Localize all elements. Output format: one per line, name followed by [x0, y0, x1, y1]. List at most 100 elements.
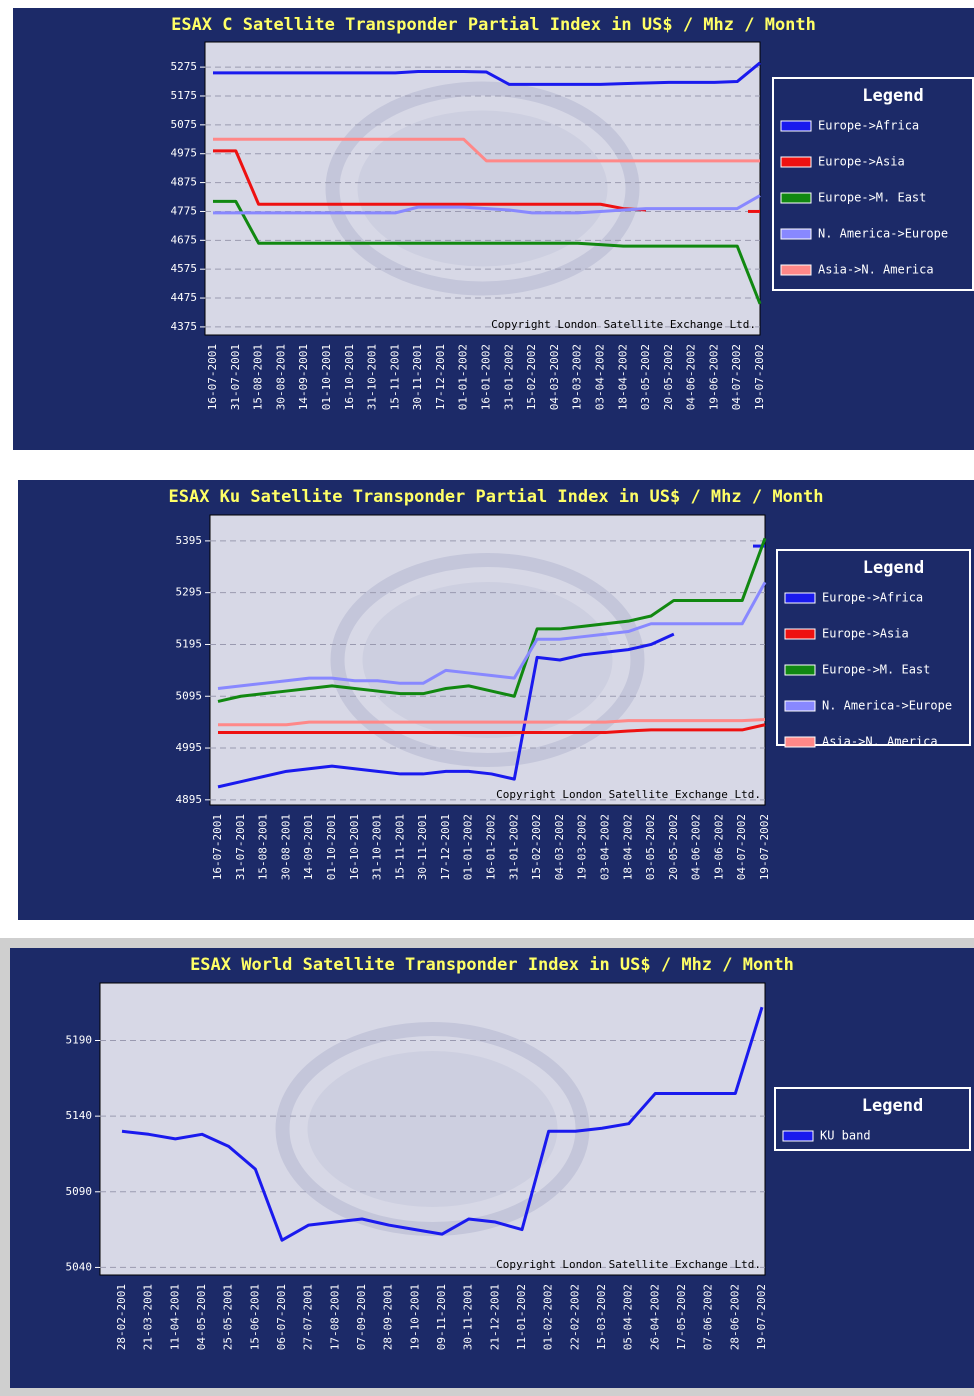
x-tick-label: 05-04-2002 [622, 1284, 635, 1350]
x-tick-label: 26-04-2002 [648, 1284, 661, 1350]
x-tick-label: 22-02-2002 [568, 1284, 581, 1350]
x-tick-label: 17-12-2001 [434, 344, 447, 410]
legend-label: N. America->Europe [822, 699, 952, 713]
x-tick-label: 31-07-2001 [229, 344, 242, 410]
x-tick-label: 07-09-2001 [355, 1284, 368, 1350]
y-tick-label: 4675 [171, 233, 198, 246]
x-tick-label: 04-03-2002 [553, 814, 566, 880]
y-tick-label: 4875 [171, 176, 198, 189]
x-tick-label: 16-10-2001 [343, 344, 356, 410]
y-tick-label: 4995 [176, 741, 203, 754]
x-tick-label: 17-05-2002 [675, 1284, 688, 1350]
legend-swatch [785, 629, 815, 639]
x-tick-label: 31-10-2001 [371, 814, 384, 880]
x-tick-label: 17-12-2001 [439, 814, 452, 880]
x-tick-label: 19-07-2002 [755, 1284, 768, 1350]
x-tick-label: 01-01-2002 [457, 344, 470, 410]
x-tick-label: 30-11-2001 [462, 1284, 475, 1350]
x-tick-label: 20-05-2002 [662, 344, 675, 410]
x-tick-label: 16-07-2001 [206, 344, 219, 410]
legend-swatch [781, 121, 811, 131]
chart-title: ESAX C Satellite Transponder Partial Ind… [171, 15, 816, 35]
x-tick-label: 14-09-2001 [297, 344, 310, 410]
y-tick-label: 5175 [171, 89, 198, 102]
x-tick-label: 19-03-2002 [571, 344, 584, 410]
x-tick-label: 11-01-2002 [515, 1284, 528, 1350]
x-tick-label: 19-07-2002 [753, 344, 766, 410]
x-tick-label: 17-08-2001 [328, 1284, 341, 1350]
legend-swatch [783, 1131, 813, 1141]
x-tick-label: 16-01-2002 [480, 344, 493, 410]
legend-label: Asia->N. America [822, 735, 938, 749]
legend-title: Legend [863, 558, 924, 578]
legend-swatch [781, 193, 811, 203]
y-tick-label: 4895 [176, 793, 203, 806]
legend-swatch [785, 701, 815, 711]
x-tick-label: 19-03-2002 [576, 814, 589, 880]
y-tick-label: 5295 [176, 586, 203, 599]
y-tick-label: 5275 [171, 60, 198, 73]
x-tick-label: 01-02-2002 [542, 1284, 555, 1350]
x-tick-label: 18-04-2002 [621, 814, 634, 880]
x-tick-label: 19-07-2002 [758, 814, 771, 880]
x-tick-label: 30-11-2001 [416, 814, 429, 880]
page-canvas: ESAX C Satellite Transponder Partial Ind… [0, 0, 974, 1396]
legend-swatch [781, 229, 811, 239]
x-tick-label: 27-07-2001 [302, 1284, 315, 1350]
x-tick-label: 15-11-2001 [393, 814, 406, 880]
y-tick-label: 4375 [171, 320, 198, 333]
x-tick-label: 04-07-2002 [730, 344, 743, 410]
x-tick-label: 04-06-2002 [685, 344, 698, 410]
legend-swatch [785, 737, 815, 747]
x-tick-label: 19-10-2001 [408, 1284, 421, 1350]
x-tick-label: 03-05-2002 [639, 344, 652, 410]
legend-label: KU band [820, 1129, 871, 1143]
legend-swatch [785, 665, 815, 675]
legend-label: Europe->M. East [822, 663, 930, 677]
legend-swatch [785, 593, 815, 603]
watermark [363, 582, 613, 738]
legend-title: Legend [862, 1096, 923, 1116]
legend-label: Europe->M. East [818, 191, 926, 205]
x-tick-label: 21-03-2001 [142, 1284, 155, 1350]
x-tick-label: 31-07-2001 [234, 814, 247, 880]
chart-title: ESAX World Satellite Transponder Index i… [190, 955, 794, 975]
x-tick-label: 04-03-2002 [548, 344, 561, 410]
chart: ESAX C Satellite Transponder Partial Ind… [13, 8, 974, 450]
legend-label: Asia->N. America [818, 263, 934, 277]
legend-swatch [781, 157, 811, 167]
x-tick-label: 19-06-2002 [707, 344, 720, 410]
x-tick-label: 16-10-2001 [348, 814, 361, 880]
x-tick-label: 01-10-2001 [325, 814, 338, 880]
x-tick-label: 31-10-2001 [366, 344, 379, 410]
x-tick-label: 28-09-2001 [382, 1284, 395, 1350]
x-tick-label: 03-04-2002 [593, 344, 606, 410]
y-tick-label: 4775 [171, 204, 198, 217]
y-tick-label: 5395 [176, 534, 203, 547]
x-tick-label: 15-08-2001 [252, 344, 265, 410]
x-tick-label: 01-10-2001 [320, 344, 333, 410]
x-tick-label: 20-05-2002 [667, 814, 680, 880]
y-tick-label: 5090 [66, 1185, 93, 1198]
x-tick-label: 15-03-2002 [595, 1284, 608, 1350]
x-tick-label: 03-05-2002 [644, 814, 657, 880]
x-tick-label: 11-04-2001 [168, 1284, 181, 1350]
legend-label: Europe->Africa [818, 119, 919, 133]
y-tick-label: 5195 [176, 637, 203, 650]
x-tick-label: 31-01-2002 [507, 814, 520, 880]
x-tick-label: 15-06-2001 [248, 1284, 261, 1350]
legend-label: Europe->Asia [822, 627, 909, 641]
x-tick-label: 18-04-2002 [616, 344, 629, 410]
x-tick-label: 07-06-2002 [702, 1284, 715, 1350]
x-tick-label: 21-12-2001 [488, 1284, 501, 1350]
legend-label: Europe->Africa [822, 591, 923, 605]
x-tick-label: 28-02-2001 [115, 1284, 128, 1350]
x-tick-label: 30-11-2001 [411, 344, 424, 410]
x-tick-label: 28-06-2002 [728, 1284, 741, 1350]
x-tick-label: 14-09-2001 [302, 814, 315, 880]
x-tick-label: 25-05-2001 [222, 1284, 235, 1350]
x-tick-label: 01-01-2002 [462, 814, 475, 880]
x-tick-label: 04-05-2001 [195, 1284, 208, 1350]
x-tick-label: 15-02-2002 [525, 344, 538, 410]
x-tick-label: 16-07-2001 [211, 814, 224, 880]
